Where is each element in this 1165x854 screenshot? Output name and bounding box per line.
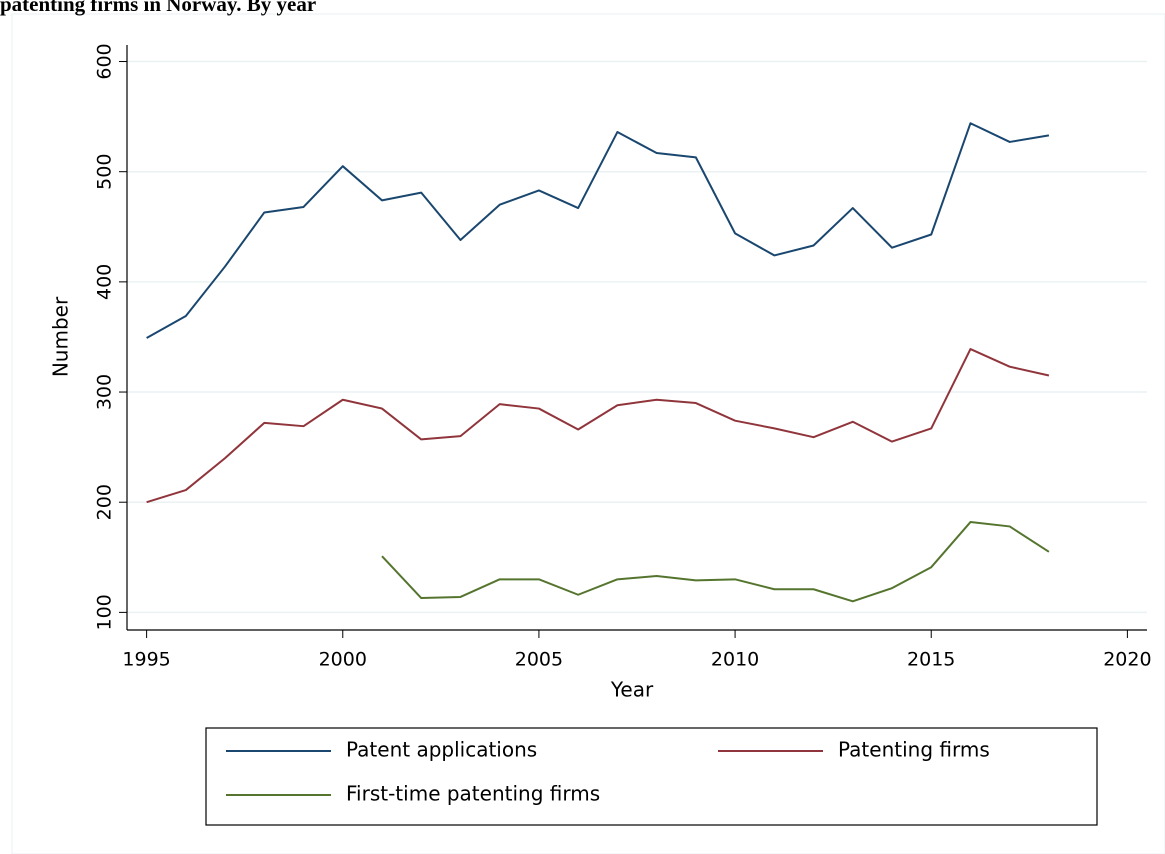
x-tick-label: 2000 xyxy=(319,649,367,671)
y-tick-label: 200 xyxy=(94,484,116,520)
legend-box xyxy=(205,727,1098,826)
legend-label: Patenting firms xyxy=(838,738,990,762)
x-tick-label: 2020 xyxy=(1103,649,1151,671)
y-tick-label: 300 xyxy=(94,374,116,410)
chart-background xyxy=(11,13,1165,854)
x-tick-label: 2010 xyxy=(711,649,759,671)
y-tick-label: 600 xyxy=(94,43,116,79)
y-tick-label: 500 xyxy=(94,154,116,190)
legend-label: First-time patenting firms xyxy=(346,782,600,806)
legend-label: Patent applications xyxy=(346,738,537,762)
y-axis-title: Number xyxy=(49,296,73,377)
chart-title: patenting firms in Norway. By year xyxy=(0,0,316,16)
y-tick-label: 100 xyxy=(94,594,116,630)
series-line xyxy=(146,348,1050,504)
y-tick-label: 400 xyxy=(94,264,116,300)
x-axis-title: Year xyxy=(610,678,654,702)
x-tick-label: 1995 xyxy=(122,649,170,671)
series-line xyxy=(146,122,1050,339)
x-tick-label: 2005 xyxy=(515,649,563,671)
x-tick-label: 2015 xyxy=(907,649,955,671)
series-line xyxy=(381,521,1050,603)
